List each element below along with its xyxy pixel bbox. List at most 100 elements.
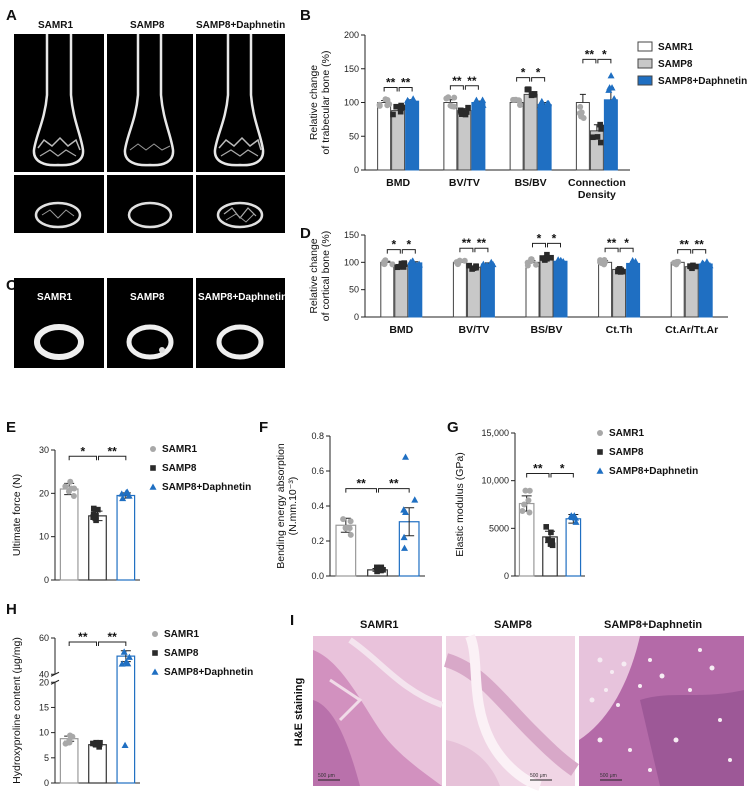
- data-point: [554, 256, 562, 263]
- data-point: [90, 505, 97, 512]
- significance-label: *: [602, 47, 607, 61]
- data-point: [462, 111, 469, 118]
- panel-label-b: B: [300, 7, 311, 24]
- data-point: [544, 251, 550, 258]
- data-point: [478, 100, 486, 107]
- significance-label: **: [585, 47, 595, 61]
- bar-samp8: [466, 266, 481, 318]
- data-point: [479, 96, 487, 103]
- data-point: [67, 478, 74, 485]
- panel-a-header-daphnetin: SAMP8+Daphnetin: [196, 20, 285, 31]
- legend-marker: [151, 668, 159, 675]
- significance-label-bracket: [68, 641, 97, 646]
- error-bar: [579, 93, 586, 103]
- panel-c-header-daphnetin: SAMP8+Daphnetin: [198, 292, 287, 303]
- data-point: [598, 139, 604, 146]
- y-tick-label: 50: [349, 285, 359, 295]
- panel-c: C SAMR1 SAMP8 SAMP8+Daphnetin: [6, 277, 287, 368]
- significance-label-bracket: [68, 455, 97, 461]
- significance-label: **: [107, 630, 117, 644]
- bar-samp8-daphnetin: [698, 263, 713, 318]
- bar-samp8: [88, 515, 107, 581]
- data-point: [92, 741, 99, 748]
- data-point: [541, 255, 548, 262]
- bar-samp8: [523, 93, 538, 171]
- data-point: [619, 268, 626, 275]
- data-point: [473, 264, 479, 271]
- data-point: [121, 741, 129, 749]
- category-label: BV/TV: [449, 177, 480, 189]
- data-point: [118, 660, 126, 667]
- significance-label-bracket: [464, 85, 479, 90]
- data-point: [406, 258, 414, 266]
- y-tick-label: 200: [344, 30, 359, 40]
- significance-label-bracket: [547, 242, 561, 248]
- y-tick-label: 15,000: [481, 428, 509, 438]
- y-tick-label: 0.2: [311, 536, 324, 546]
- category-label: Density: [578, 189, 616, 201]
- y-axis-label: Relative changeof trabecular bone (%): [308, 51, 332, 155]
- y-tick-label: 0: [44, 778, 49, 788]
- legend-label: SAMR1: [164, 629, 199, 640]
- panel-label-c: C: [6, 277, 17, 294]
- significance-label-bracket: [692, 249, 707, 254]
- data-point: [122, 658, 130, 665]
- y-tick-label: 0.6: [311, 466, 324, 476]
- data-point: [119, 494, 127, 502]
- data-point: [123, 489, 131, 496]
- data-point: [525, 497, 532, 504]
- data-point: [531, 91, 538, 97]
- data-point: [95, 740, 102, 746]
- category-label: Ct.Th: [606, 324, 633, 336]
- data-point: [576, 110, 583, 117]
- bar-samp8: [391, 110, 406, 171]
- data-point: [415, 260, 423, 267]
- significance-label: **: [107, 444, 117, 458]
- data-point: [347, 531, 354, 538]
- y-axis-label: Relative changeof cortical bone (%): [308, 231, 332, 321]
- y-tick-label: 5000: [489, 523, 509, 533]
- data-point: [537, 102, 545, 109]
- bar-samp8: [88, 744, 107, 784]
- bar-samp8-daphnetin: [565, 518, 582, 577]
- data-point: [95, 506, 101, 513]
- significance-label-bracket: [677, 249, 692, 254]
- bar-samr1: [670, 261, 685, 318]
- significance-label: *: [406, 238, 411, 252]
- y-tick-label: 0: [44, 575, 49, 585]
- y-tick-label: 0: [504, 571, 509, 581]
- significance-label: *: [391, 238, 396, 252]
- bar-samp8-daphnetin: [537, 104, 552, 171]
- panel-c-header-samp8: SAMP8: [130, 292, 165, 303]
- bar-samp8: [612, 268, 627, 318]
- data-point: [590, 134, 596, 141]
- significance-label-bracket: [386, 249, 401, 254]
- y-axis-label: Bending energy absorption(N.mm.10⁻³): [275, 443, 299, 569]
- bar-samp8-daphnetin: [471, 102, 486, 171]
- y-tick-label: 10: [39, 532, 49, 542]
- data-point: [597, 259, 604, 266]
- femur-long-samr1: [14, 34, 104, 172]
- data-point: [65, 739, 72, 746]
- data-point: [569, 513, 577, 521]
- data-point: [549, 538, 555, 544]
- legend-marker: [597, 449, 603, 455]
- significance-label-bracket: [619, 247, 634, 253]
- data-point: [580, 114, 587, 121]
- y-tick-label: 0.4: [311, 501, 324, 511]
- significance-label-bracket: [345, 488, 377, 493]
- bar-samr1: [59, 488, 79, 581]
- data-point: [543, 524, 550, 530]
- data-point: [90, 740, 96, 747]
- significance-label-bracket: [531, 77, 546, 82]
- bar-samp8: [457, 110, 472, 171]
- y-tick-label: 40: [39, 669, 49, 679]
- significance-label-bracket: [516, 77, 531, 82]
- bar-samp8-daphnetin: [116, 494, 136, 581]
- panel-label-h: H: [6, 601, 17, 618]
- bar-samp8: [394, 264, 409, 318]
- data-point: [445, 94, 452, 101]
- panel-i: I SAMR1 SAMP8 SAMP8+Daphnetin H&E staini…: [290, 612, 744, 791]
- significance-label: **: [695, 238, 705, 252]
